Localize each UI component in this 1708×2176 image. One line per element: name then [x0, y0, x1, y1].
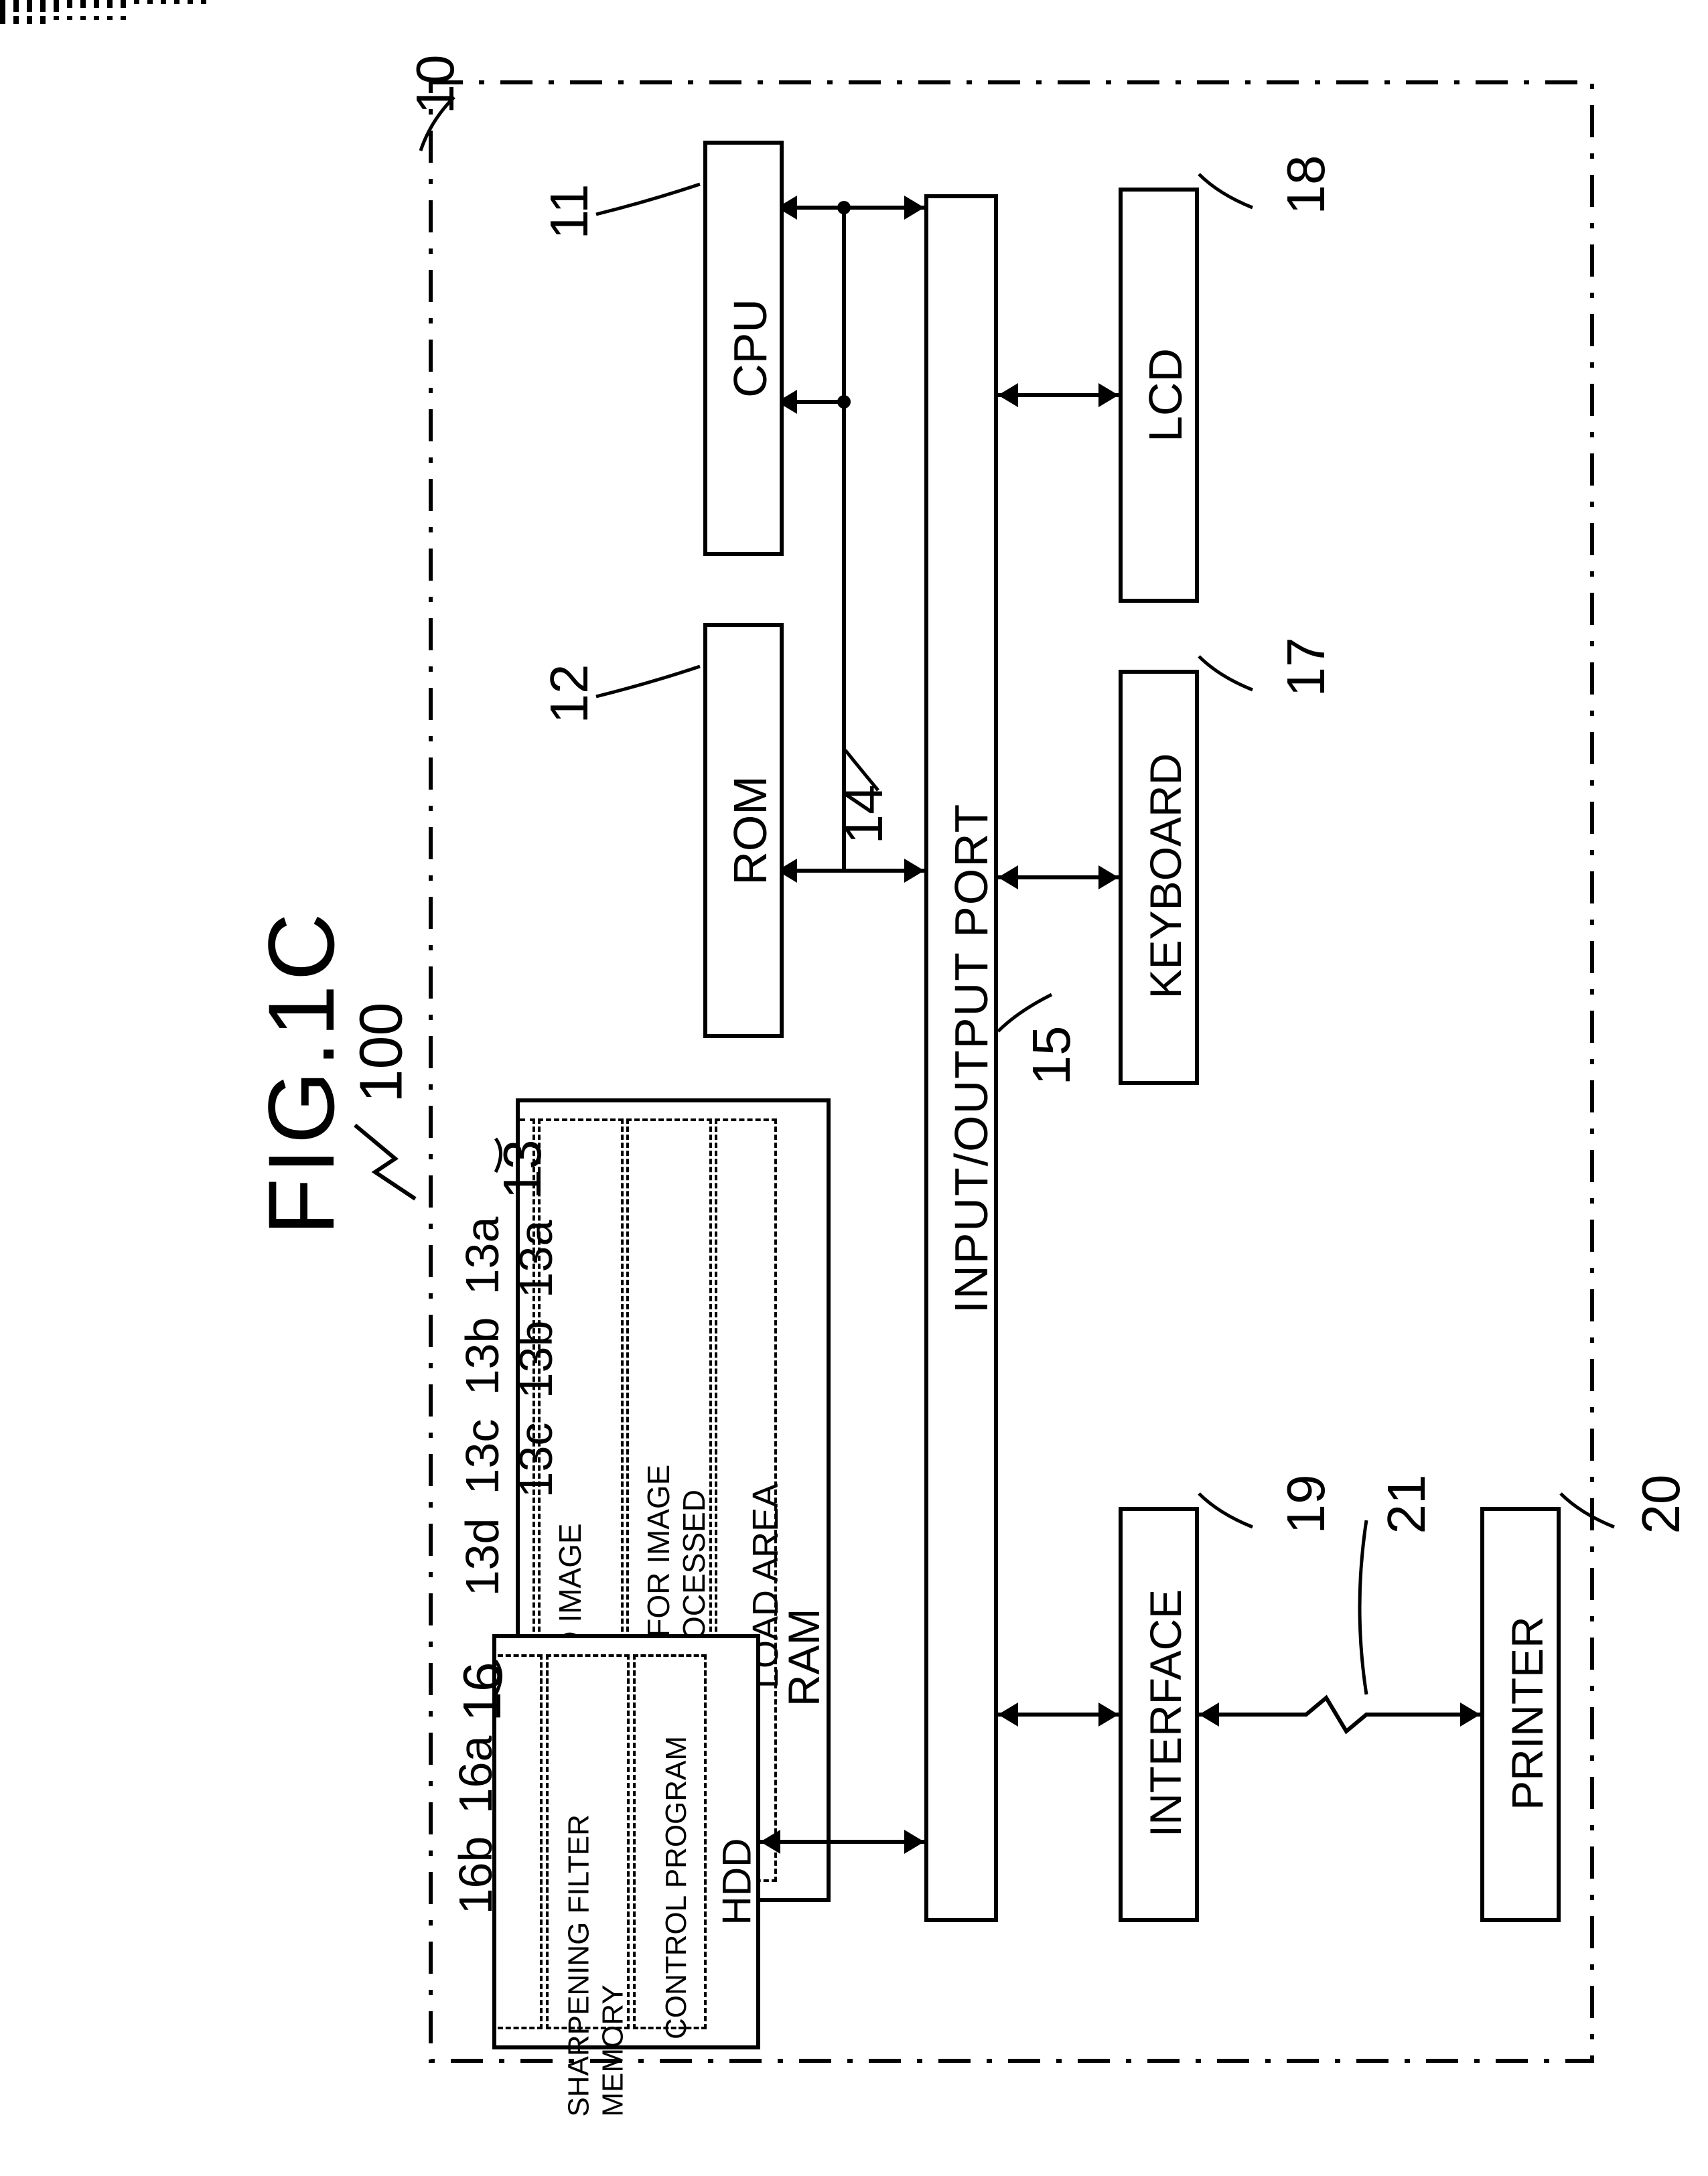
- bus-ref-leader: [841, 750, 881, 797]
- rom-label: ROM: [723, 737, 777, 924]
- hdd-b-lead: [0, 20, 47, 24]
- io-port-ref-leader: [998, 991, 1058, 1038]
- outer-ref-leader: [348, 1125, 429, 1206]
- cpu-ref-leader: [596, 181, 703, 221]
- interface-io-arrow: [998, 1694, 1119, 1735]
- printer-ref-leader: [1561, 1494, 1621, 1534]
- rom-ref-leader: [596, 663, 703, 703]
- io-port-label: INPUT/OUTPUT PORT: [944, 757, 998, 1360]
- lcd-io-arrow: [998, 375, 1119, 415]
- interface-ref-leader: [1199, 1494, 1259, 1534]
- keyboard-ref-leader: [1199, 656, 1259, 697]
- printer-label: PRINTER: [1502, 1552, 1553, 1874]
- keyboard-ref: 17: [1275, 613, 1337, 721]
- interface-label: INTERFACE: [1140, 1546, 1191, 1881]
- interface-ref: 19: [1275, 1451, 1337, 1558]
- cable-ref-leader: [1346, 1520, 1386, 1701]
- printer-ref: 20: [1630, 1451, 1692, 1558]
- hdd-label: HDD: [714, 1751, 760, 1926]
- keyboard-io-arrow: [998, 857, 1119, 897]
- hdd-slice-c-hint: [498, 1654, 543, 2029]
- ram-a-label: LOAD AREA: [745, 1313, 786, 1688]
- cpu-label: CPU: [723, 255, 777, 442]
- cpu-ref: 11: [539, 158, 600, 265]
- ram-c-lead: [0, 8, 64, 12]
- ram-d-ref: 13d: [455, 1490, 509, 1624]
- hdd-a-label: CONTROL PROGRAM: [660, 1624, 693, 2039]
- hdd-b-label: SHARPENING FILTERMEMORY: [562, 1581, 630, 2117]
- figure-title: FIG.1C: [247, 871, 356, 1273]
- keyboard-label: KEYBOARD: [1140, 709, 1191, 1043]
- rom-ref: 12: [539, 640, 600, 747]
- hdd-io-arrow: [760, 1822, 924, 1862]
- lcd-label: LCD: [1139, 308, 1192, 482]
- outer-ref-label: 100: [348, 952, 417, 1153]
- lcd-ref: 18: [1275, 131, 1337, 238]
- cable-line: [1199, 1694, 1480, 1735]
- system-ref-leader: [417, 94, 457, 154]
- figure-canvas: FIG.1C 100 10 INPUT/OUTPUT PORT 15 LCD 1…: [0, 0, 1708, 2176]
- ram-ref-lead2: [492, 1139, 519, 1179]
- hdd-b-ref: 16b: [449, 1808, 502, 1942]
- lcd-ref-leader: [1199, 174, 1259, 214]
